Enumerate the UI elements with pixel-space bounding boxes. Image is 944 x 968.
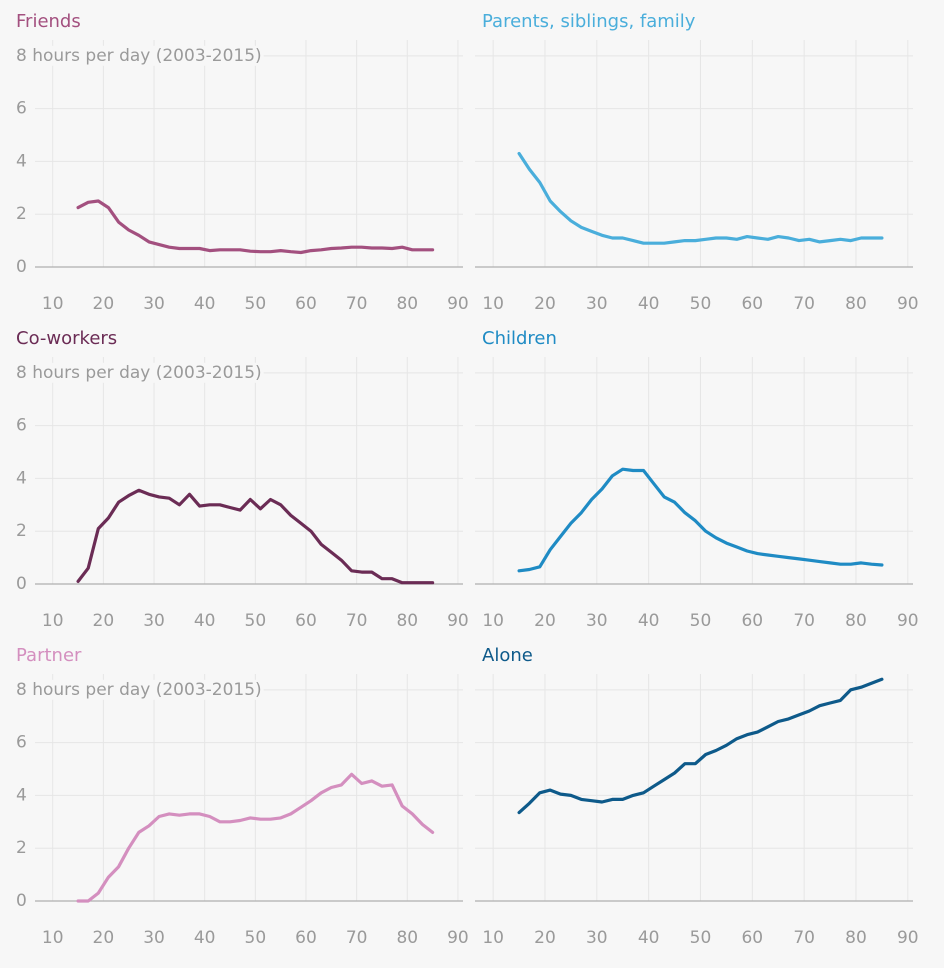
x-tick-label: 40	[194, 611, 216, 631]
y-tick-label: 2	[16, 521, 27, 541]
y-tick-label-bg	[14, 468, 29, 489]
y-tick-label-bg	[14, 521, 29, 542]
y-tick-label-bg	[14, 732, 29, 753]
x-tick-label: 10	[42, 611, 64, 631]
x-tick-label: 30	[586, 611, 608, 631]
x-tick-label: 10	[482, 611, 504, 631]
x-tick-label: 20	[534, 928, 556, 948]
y-tick-label: 4	[16, 468, 27, 488]
panel-title: Partner	[16, 645, 82, 666]
data-line	[517, 151, 884, 245]
x-tick-label: 90	[447, 928, 469, 948]
y-tick-label: 0	[16, 257, 27, 277]
x-tick-label: 50	[690, 294, 712, 314]
x-tick-label: 20	[534, 294, 556, 314]
y-tick-label-bg	[14, 679, 264, 700]
x-tick-label: 80	[845, 294, 867, 314]
x-tick-label: 90	[447, 294, 469, 314]
x-tick-label: 30	[586, 294, 608, 314]
x-tick-label: 20	[93, 611, 115, 631]
x-tick-label: 40	[194, 294, 216, 314]
x-tick-label: 70	[346, 294, 368, 314]
panel-title: Parents, siblings, family	[482, 11, 696, 32]
y-tick-label-bg	[14, 204, 29, 225]
x-tick-label: 80	[845, 611, 867, 631]
x-tick-label: 80	[396, 611, 418, 631]
data-line	[76, 488, 435, 585]
panel-title: Co-workers	[16, 328, 117, 349]
y-tick-label-bg	[14, 257, 29, 277]
x-tick-label: 50	[245, 928, 267, 948]
y-tick-label: 0	[16, 574, 27, 594]
y-tick-label: 2	[16, 204, 27, 224]
y-tick-label: 2	[16, 838, 27, 858]
data-line	[517, 677, 884, 815]
x-tick-label: 40	[638, 294, 660, 314]
x-tick-label: 50	[245, 611, 267, 631]
x-tick-label: 80	[396, 294, 418, 314]
x-tick-label: 40	[194, 928, 216, 948]
x-tick-label: 60	[741, 294, 763, 314]
panel-title: Children	[482, 328, 557, 349]
y-tick-label-bg	[14, 838, 29, 859]
x-tick-label: 10	[42, 294, 64, 314]
x-tick-label: 30	[143, 928, 165, 948]
y-tick-label-bg	[14, 151, 29, 172]
y-tick-label-bg	[14, 45, 264, 66]
y-tick-label: 6	[16, 99, 27, 119]
x-tick-label: 20	[93, 294, 115, 314]
x-tick-label: 40	[638, 928, 660, 948]
y-tick-label: 8 hours per day (2003-2015)	[16, 363, 262, 383]
y-tick-label-bg	[14, 415, 29, 436]
x-tick-label: 10	[42, 928, 64, 948]
x-tick-label: 30	[143, 611, 165, 631]
x-tick-label: 60	[295, 294, 317, 314]
x-tick-label: 70	[793, 294, 815, 314]
y-tick-label: 8 hours per day (2003-2015)	[16, 680, 262, 700]
y-tick-label: 4	[16, 151, 27, 171]
x-tick-label: 60	[295, 928, 317, 948]
x-tick-label: 90	[897, 611, 919, 631]
x-tick-label: 50	[690, 611, 712, 631]
x-tick-label: 60	[741, 611, 763, 631]
y-tick-label-bg	[14, 362, 264, 383]
y-tick-label: 4	[16, 785, 27, 805]
data-line	[76, 199, 435, 255]
y-tick-label-bg	[14, 785, 29, 806]
x-tick-label: 80	[845, 928, 867, 948]
x-tick-label: 50	[245, 294, 267, 314]
y-tick-label: 8 hours per day (2003-2015)	[16, 46, 262, 66]
x-tick-label: 20	[93, 928, 115, 948]
x-tick-label: 10	[482, 294, 504, 314]
data-line	[517, 467, 884, 573]
y-tick-label-bg	[14, 891, 29, 911]
x-tick-label: 70	[346, 928, 368, 948]
x-tick-label: 70	[346, 611, 368, 631]
y-tick-label: 6	[16, 733, 27, 753]
data-line	[76, 772, 435, 903]
panel-title: Alone	[482, 645, 533, 666]
x-tick-label: 10	[482, 928, 504, 948]
x-tick-label: 30	[586, 928, 608, 948]
panel-title: Friends	[16, 11, 81, 32]
x-tick-label: 50	[690, 928, 712, 948]
x-tick-label: 90	[897, 294, 919, 314]
y-tick-label: 6	[16, 416, 27, 436]
x-tick-label: 30	[143, 294, 165, 314]
x-tick-label: 70	[793, 611, 815, 631]
x-tick-label: 20	[534, 611, 556, 631]
y-tick-label-bg	[14, 574, 29, 594]
x-tick-label: 90	[897, 928, 919, 948]
y-tick-label-bg	[14, 98, 29, 119]
x-tick-label: 40	[638, 611, 660, 631]
x-tick-label: 70	[793, 928, 815, 948]
x-tick-label: 60	[295, 611, 317, 631]
x-tick-label: 60	[741, 928, 763, 948]
y-tick-label: 0	[16, 891, 27, 911]
x-tick-label: 80	[396, 928, 418, 948]
x-tick-label: 90	[447, 611, 469, 631]
